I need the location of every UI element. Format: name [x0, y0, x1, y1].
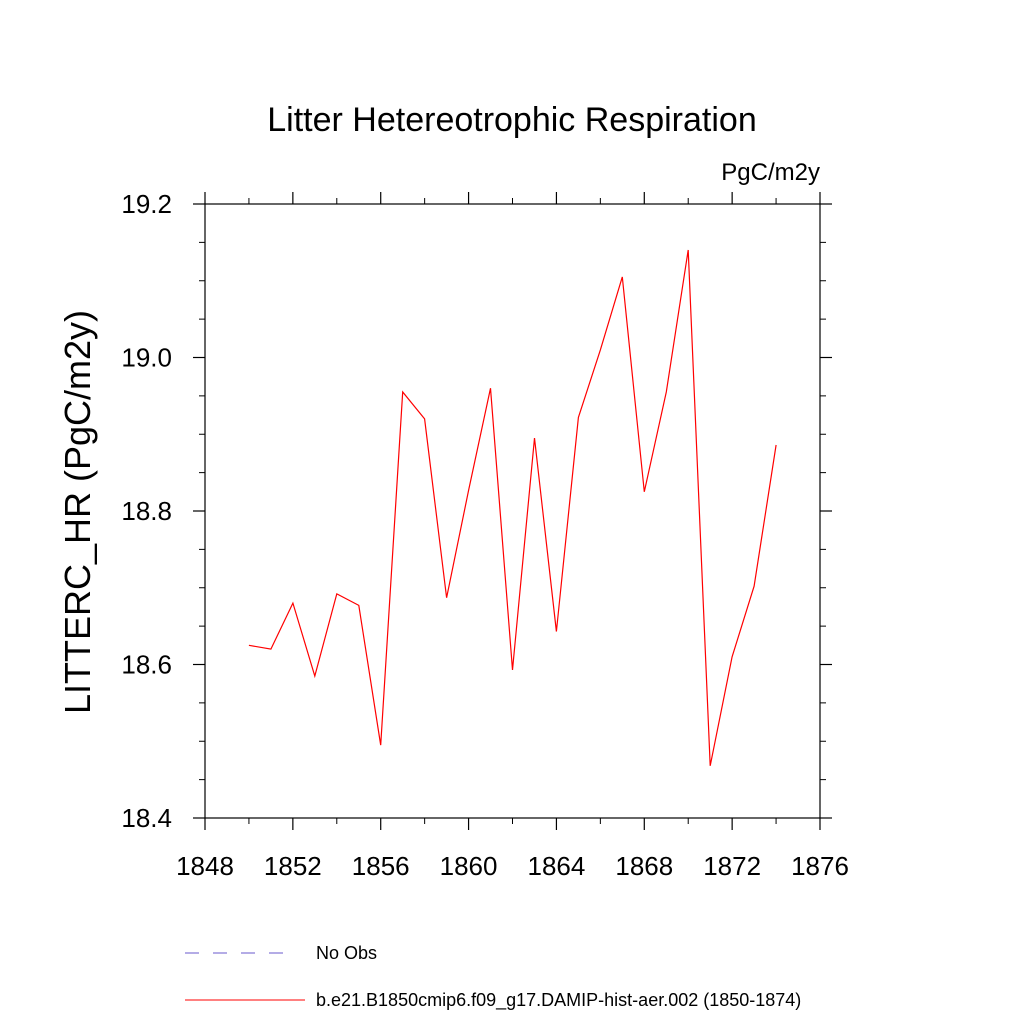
y-axis-label: LITTERC_HR (PgC/m2y) [57, 310, 98, 714]
y-tick-label: 18.4 [121, 803, 172, 833]
x-tick-label: 1868 [615, 851, 673, 881]
x-tick-label: 1860 [440, 851, 498, 881]
legend: No Obs b.e21.B1850cmip6.f09_g17.DAMIP-hi… [185, 943, 801, 1011]
legend-label-series: b.e21.B1850cmip6.f09_g17.DAMIP-hist-aer.… [316, 990, 801, 1011]
x-tick-label: 1852 [264, 851, 322, 881]
plot-frame [204, 203, 821, 819]
y-tick-label: 18.6 [121, 650, 172, 680]
series-line [248, 249, 777, 766]
legend-label-no-obs: No Obs [316, 943, 377, 963]
y-tick-label: 19.0 [121, 343, 172, 373]
x-tick-label: 1872 [703, 851, 761, 881]
x-tick-label: 1848 [176, 851, 234, 881]
units-label: PgC/m2y [721, 159, 820, 186]
x-tick-label: 1864 [528, 851, 586, 881]
chart-title: Litter Hetereotrophic Respiration [267, 101, 756, 139]
x-tick-label: 1876 [791, 851, 849, 881]
x-tick-label: 1856 [352, 851, 410, 881]
y-tick-label: 19.2 [121, 189, 172, 219]
series-lines [248, 249, 777, 766]
y-tick-label: 18.8 [121, 496, 172, 526]
axis-ticks: 1848 1852 1856 1860 1864 1868 1872 1876 18.4 18.6… [121, 189, 849, 881]
